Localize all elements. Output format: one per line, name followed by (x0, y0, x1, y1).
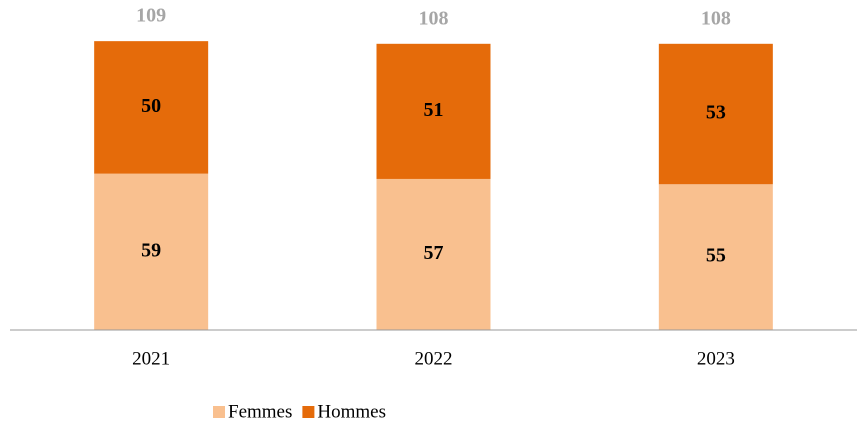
data-label: 50 (141, 95, 161, 117)
bar-segment (94, 41, 209, 174)
legend-swatch (302, 406, 315, 418)
total-label: 108 (419, 7, 449, 29)
bar-segment (658, 184, 773, 330)
data-label: 51 (424, 99, 444, 121)
data-label: 59 (141, 239, 161, 261)
bar-segment (376, 178, 491, 330)
data-label: 57 (424, 242, 444, 264)
bar-segment (376, 43, 491, 179)
data-label: 55 (706, 245, 726, 267)
legend-label: Hommes (317, 401, 386, 422)
total-label: 108 (701, 7, 731, 29)
legend-swatch (213, 406, 225, 418)
x-tick-label: 2021 (132, 348, 170, 369)
total-label: 109 (136, 5, 166, 27)
bar-segment (658, 43, 773, 185)
data-label: 53 (706, 102, 726, 124)
x-tick-label: 2022 (415, 348, 453, 369)
x-tick-label: 2023 (697, 348, 735, 369)
bar-segment (94, 173, 209, 330)
legend-label: Femmes (228, 401, 292, 422)
